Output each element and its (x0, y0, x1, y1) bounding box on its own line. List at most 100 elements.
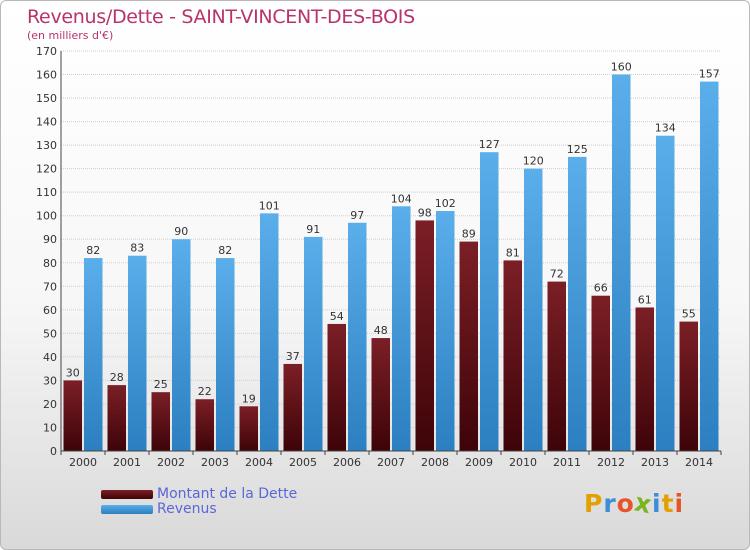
data-label-debt: 89 (462, 228, 476, 241)
bar-revenue (260, 213, 279, 451)
x-tick-label: 2001 (113, 456, 141, 469)
bar-revenue (524, 168, 543, 451)
bar-revenue (656, 135, 675, 452)
logo-letter: r (603, 489, 617, 518)
bar-debt (239, 406, 258, 451)
data-label-debt: 61 (638, 293, 652, 306)
y-tick-label: 130 (36, 139, 57, 152)
bar-revenue (612, 74, 631, 451)
proxiti-logo: Proxiti (584, 488, 685, 520)
legend-swatch-revenue (101, 505, 153, 514)
y-tick-label: 100 (36, 210, 57, 223)
bar-debt (327, 323, 346, 451)
bar-revenue (700, 81, 719, 452)
data-label-revenue: 134 (655, 122, 676, 135)
chart-title: Revenus/Dette - SAINT-VINCENT-DES-BOIS (27, 6, 415, 28)
x-tick-label: 2009 (465, 456, 493, 469)
logo-letter: P (584, 489, 604, 518)
bar-debt (459, 241, 478, 451)
bar-revenue (304, 236, 323, 451)
x-tick-label: 2010 (509, 456, 537, 469)
x-tick-label: 2011 (553, 456, 581, 469)
data-label-debt: 55 (682, 308, 696, 321)
bar-revenue (480, 152, 499, 452)
data-label-revenue: 104 (391, 192, 412, 205)
x-axis: 2000 2001 2002 2003 2004 2005 2006 2007 2008 2009… (60, 450, 722, 469)
bar-revenue (172, 239, 191, 451)
y-tick-label: 120 (36, 163, 57, 176)
y-tick-label: 0 (50, 445, 57, 458)
y-axis: 0 10 20 30 40 50 60 70 80 90 100 110 120 130 140 150 160… (36, 45, 62, 458)
data-label-revenue: 120 (523, 155, 544, 168)
y-tick-label: 70 (43, 280, 57, 293)
logo-letter: o (616, 489, 635, 518)
logo-letter: i (652, 489, 662, 518)
legend-swatch-debt (101, 490, 153, 499)
x-tick-label: 2006 (333, 456, 361, 469)
data-label-revenue: 102 (435, 197, 456, 210)
x-tick-label: 2003 (201, 456, 229, 469)
y-tick-label: 10 (43, 421, 57, 434)
bar-debt (547, 281, 566, 451)
logo-letter: i (674, 489, 685, 518)
bar-revenue (392, 206, 411, 451)
x-tick-label: 2007 (377, 456, 405, 469)
data-label-debt: 28 (110, 371, 124, 384)
data-label-revenue: 127 (479, 138, 500, 151)
y-tick-label: 30 (43, 374, 57, 387)
y-tick-label: 20 (43, 398, 57, 411)
y-tick-label: 50 (43, 327, 57, 340)
data-label-debt: 25 (154, 378, 168, 391)
grid-lines (61, 50, 721, 452)
bar-debt (635, 307, 654, 451)
bar-revenue (348, 222, 367, 451)
data-label-debt: 48 (374, 324, 388, 337)
bar-debt (503, 260, 522, 451)
data-label-debt: 30 (66, 366, 80, 379)
x-tick-label: 2005 (289, 456, 317, 469)
y-tick-label: 150 (36, 92, 57, 105)
x-tick-label: 2008 (421, 456, 449, 469)
x-tick-label: 2004 (245, 456, 273, 469)
y-tick-label: 90 (43, 233, 57, 246)
data-label-revenue: 157 (699, 68, 720, 81)
data-label-debt: 22 (198, 385, 212, 398)
data-label-debt: 54 (330, 310, 344, 323)
bar-debt (679, 321, 698, 451)
bar-debt (107, 385, 126, 451)
data-label-revenue: 82 (218, 244, 232, 257)
x-tick-label: 2014 (685, 456, 713, 469)
data-label-revenue: 101 (259, 199, 280, 212)
data-label-revenue: 90 (174, 225, 188, 238)
bar-debt (591, 295, 610, 451)
y-tick-label: 160 (36, 69, 57, 82)
bar-debt (371, 338, 390, 451)
y-tick-label: 80 (43, 257, 57, 270)
x-tick-label: 2000 (69, 456, 97, 469)
data-label-debt: 98 (418, 206, 432, 219)
data-label-revenue: 83 (130, 242, 144, 255)
x-tick-label: 2002 (157, 456, 185, 469)
chart-subtitle: (en milliers d'€) (27, 29, 114, 42)
logo-letter: t (661, 489, 675, 518)
bar-debt (151, 392, 170, 451)
legend-label-revenue: Revenus (157, 501, 217, 517)
bar-revenue (216, 258, 235, 451)
data-label-revenue: 160 (611, 61, 632, 74)
y-tick-label: 170 (36, 45, 57, 58)
data-label-debt: 37 (286, 350, 300, 363)
data-label-revenue: 125 (567, 143, 588, 156)
bar-revenue (84, 258, 103, 451)
data-label-revenue: 91 (306, 223, 320, 236)
data-label-debt: 19 (242, 392, 256, 405)
data-label-debt: 72 (550, 268, 564, 281)
data-label-revenue: 97 (350, 209, 364, 222)
y-tick-label: 110 (36, 186, 57, 199)
bar-revenue (568, 156, 587, 451)
bar-debt (415, 220, 434, 451)
bar-debt (63, 380, 82, 451)
y-tick-label: 40 (43, 351, 57, 364)
